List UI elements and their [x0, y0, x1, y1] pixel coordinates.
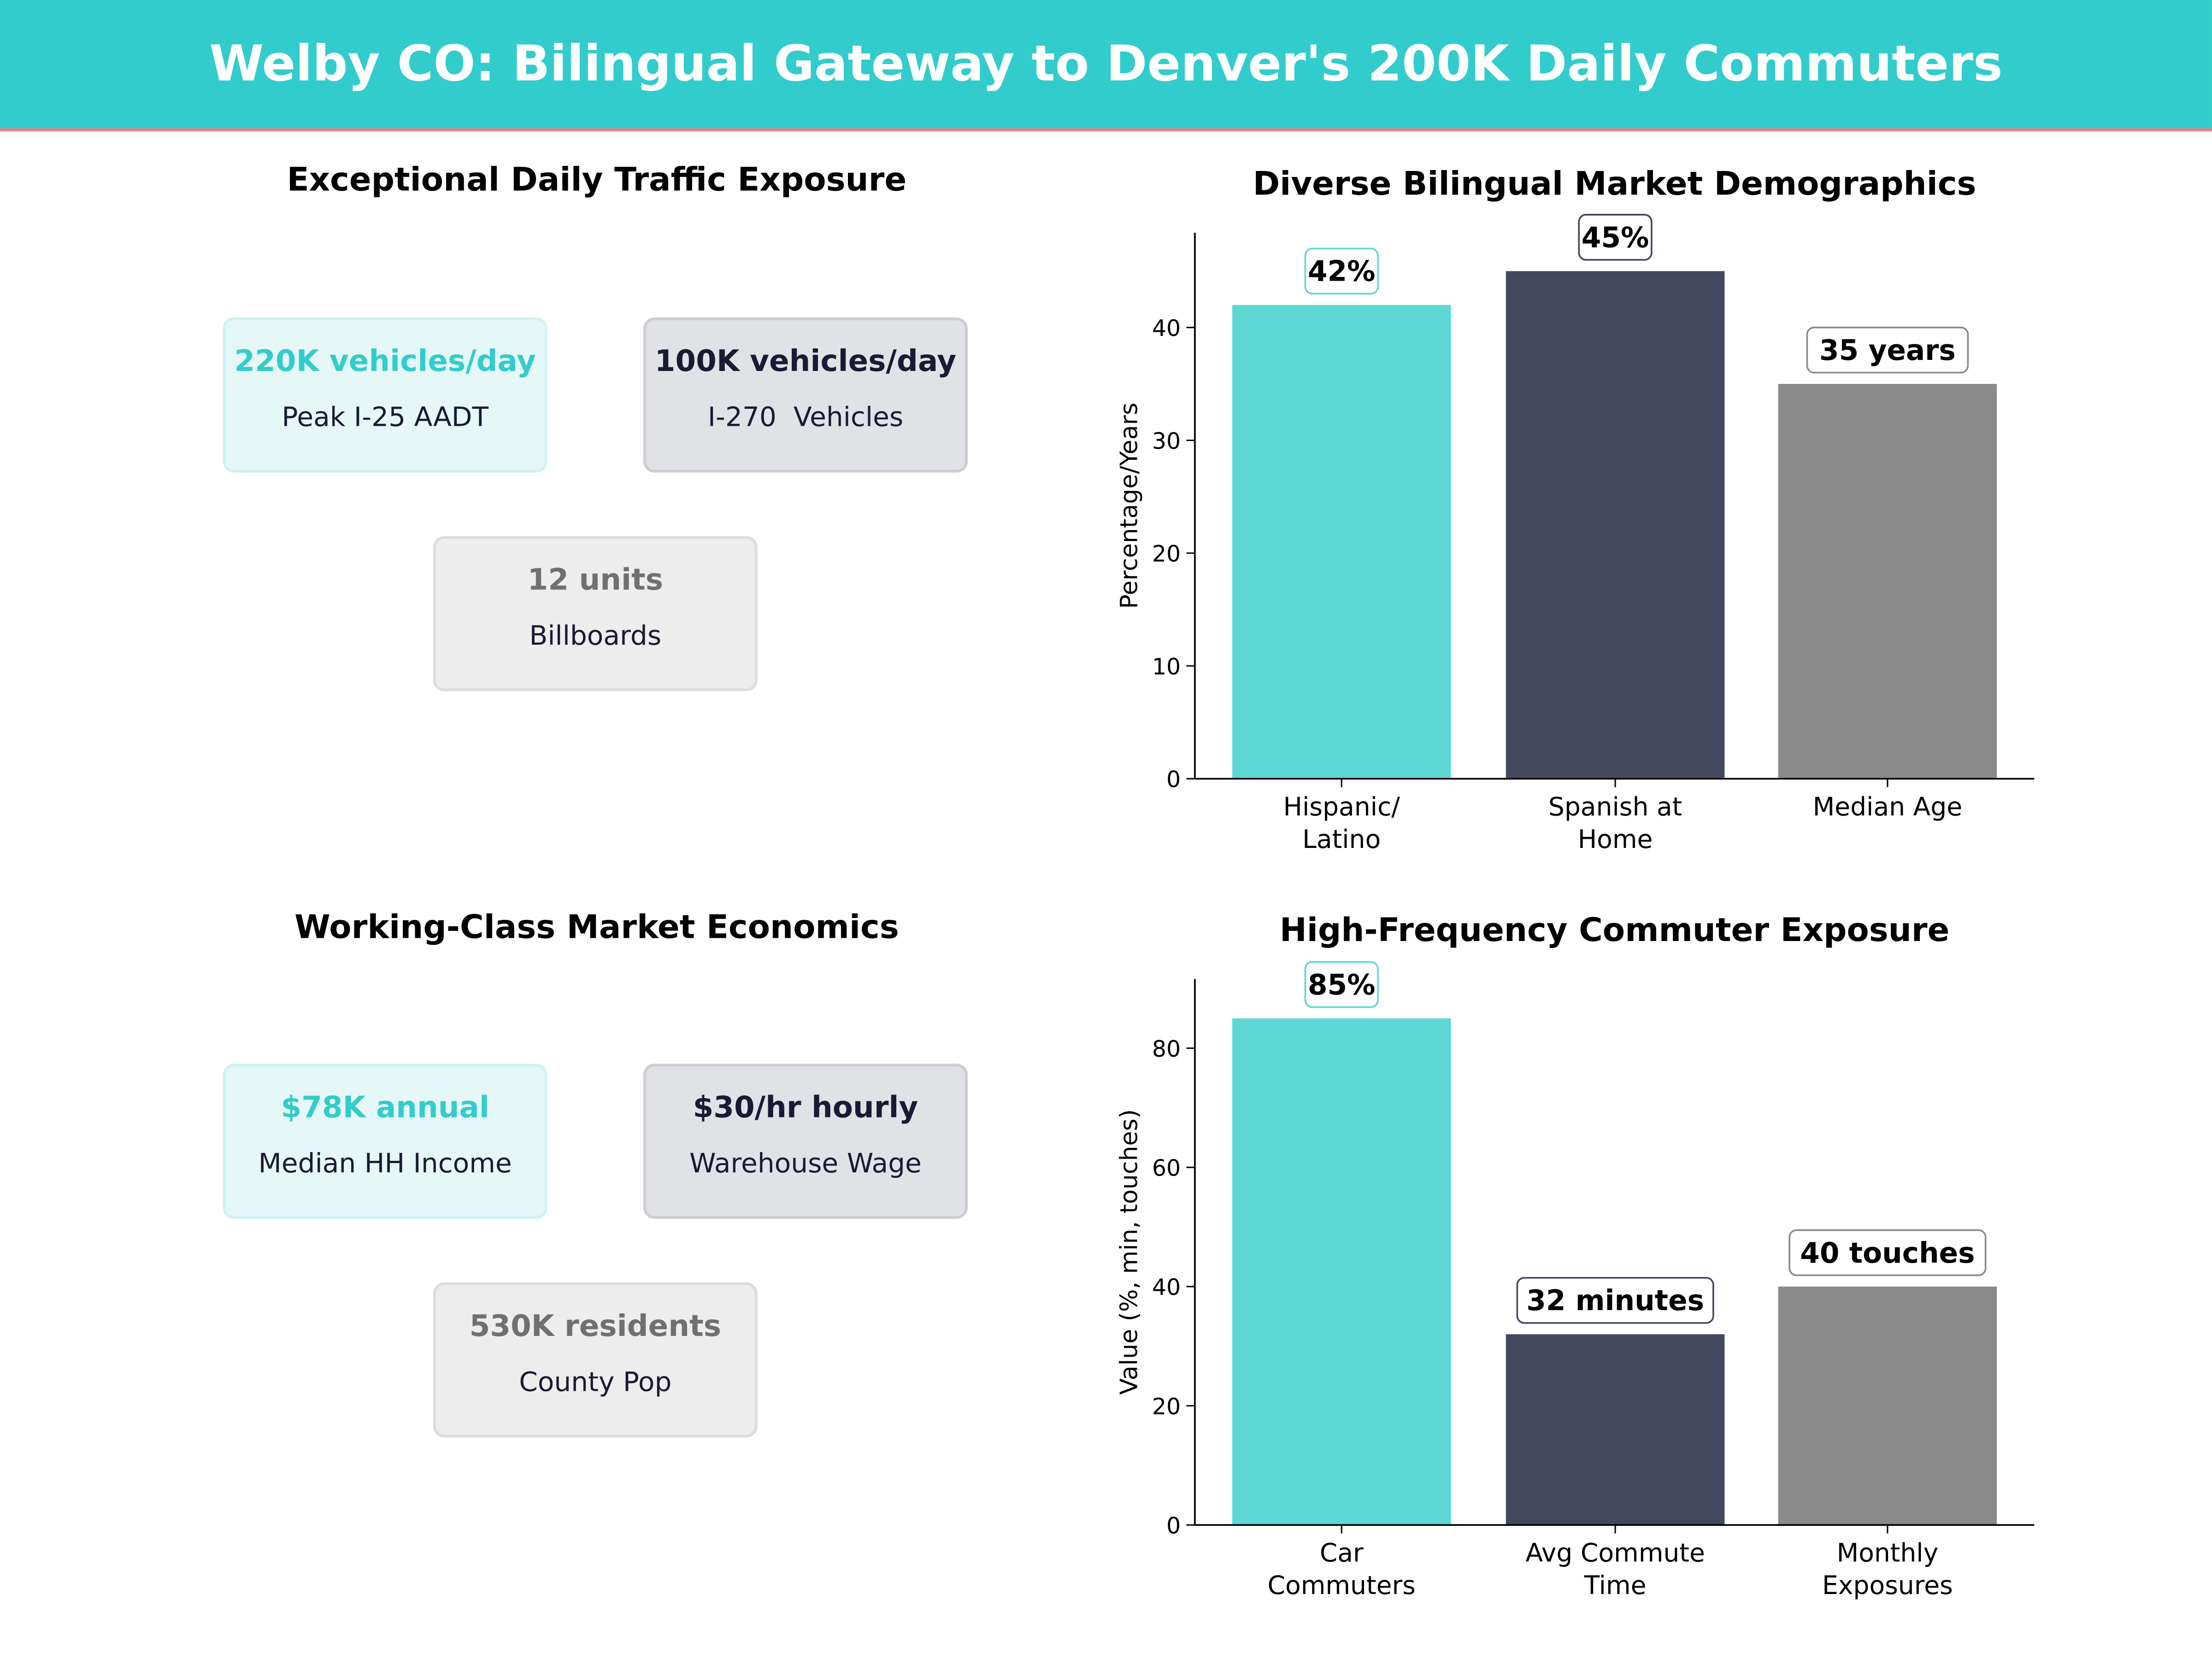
y-axis-label: Percentage/Years: [1115, 403, 1143, 609]
data-label-box: [1788, 1229, 1987, 1277]
y-tick-label: 60: [1152, 1155, 1181, 1182]
x-tick-label: Avg Commute Time: [1525, 1538, 1705, 1600]
data-label: 45%: [1582, 221, 1649, 254]
traffic-card-i270: 100K vehicles/day I-270 Vehicles: [643, 317, 968, 473]
data-label: 35 years: [1819, 334, 1956, 367]
card-label: Warehouse Wage: [689, 1148, 922, 1180]
data-label-box: [1304, 961, 1379, 1008]
bar-2: [1778, 384, 1997, 779]
y-tick-label: 0: [1166, 766, 1181, 793]
traffic-card-i25: 220K vehicles/day Peak I-25 AADT: [223, 317, 547, 473]
economics-card-wage: $30/hr hourly Warehouse Wage: [643, 1064, 968, 1219]
data-label: 32 minutes: [1526, 1284, 1704, 1317]
card-label: I-270 Vehicles: [707, 402, 904, 433]
card-value: 530K residents: [469, 1309, 721, 1343]
y-tick-label: 10: [1152, 653, 1181, 680]
y-tick-label: 20: [1152, 1394, 1181, 1420]
bar-2: [1778, 1286, 1997, 1525]
x-tick-label: Monthly Exposures: [1822, 1538, 1953, 1600]
data-label: 85%: [1308, 969, 1376, 1001]
bar-1: [1506, 271, 1725, 779]
data-label-box: [1304, 247, 1379, 295]
data-label: 42%: [1308, 255, 1376, 288]
chart-title: Diverse Bilingual Market Demographics: [1253, 165, 1977, 202]
y-tick-label: 30: [1152, 428, 1181, 454]
header-banner: Welby CO: Bilingual Gateway to Denver's …: [0, 0, 2212, 131]
traffic-panel-title: Exceptional Daily Traffic Exposure: [287, 162, 907, 199]
card-value: 12 units: [527, 563, 664, 597]
chart-title: High-Frequency Commuter Exposure: [1280, 911, 1949, 949]
y-axis-label: Value (%, min, touches): [1115, 1109, 1143, 1395]
economics-card-population: 530K residents County Pop: [433, 1282, 758, 1438]
card-label: Median HH Income: [258, 1148, 512, 1180]
economics-panel-title: Working-Class Market Economics: [294, 910, 899, 947]
page-title: Welby CO: Bilingual Gateway to Denver's …: [209, 36, 2003, 93]
y-tick-label: 0: [1166, 1513, 1181, 1539]
x-tick-label: Hispanic/Latino: [1283, 792, 1400, 853]
data-label-box: [1578, 214, 1653, 261]
y-tick-label: 20: [1152, 541, 1181, 567]
y-tick-label: 40: [1152, 1274, 1181, 1300]
bar-0: [1232, 1018, 1451, 1525]
bar-1: [1506, 1334, 1725, 1525]
x-tick-label: Spanish at Home: [1548, 792, 1682, 853]
card-value: $78K annual: [281, 1090, 489, 1124]
data-label-box: [1516, 1277, 1714, 1324]
card-label: Peak I-25 AADT: [282, 402, 489, 433]
y-tick-label: 80: [1152, 1036, 1181, 1062]
card-value: 100K vehicles/day: [654, 344, 957, 378]
y-tick-label: 40: [1152, 315, 1181, 341]
card-value: $30/hr hourly: [693, 1090, 918, 1124]
data-label: 40 touches: [1800, 1237, 1975, 1270]
traffic-card-billboards: 12 units Billboards: [433, 536, 758, 691]
bar-0: [1232, 305, 1451, 779]
economics-card-income: $78K annual Median HH Income: [223, 1064, 547, 1219]
data-label-box: [1806, 326, 1969, 374]
x-tick-label: Car Commuters: [1268, 1538, 1416, 1600]
card-label: County Pop: [519, 1367, 672, 1398]
card-value: 220K vehicles/day: [234, 344, 536, 378]
x-tick-label: Median Age: [1813, 792, 1962, 821]
card-label: Billboards: [529, 620, 662, 652]
